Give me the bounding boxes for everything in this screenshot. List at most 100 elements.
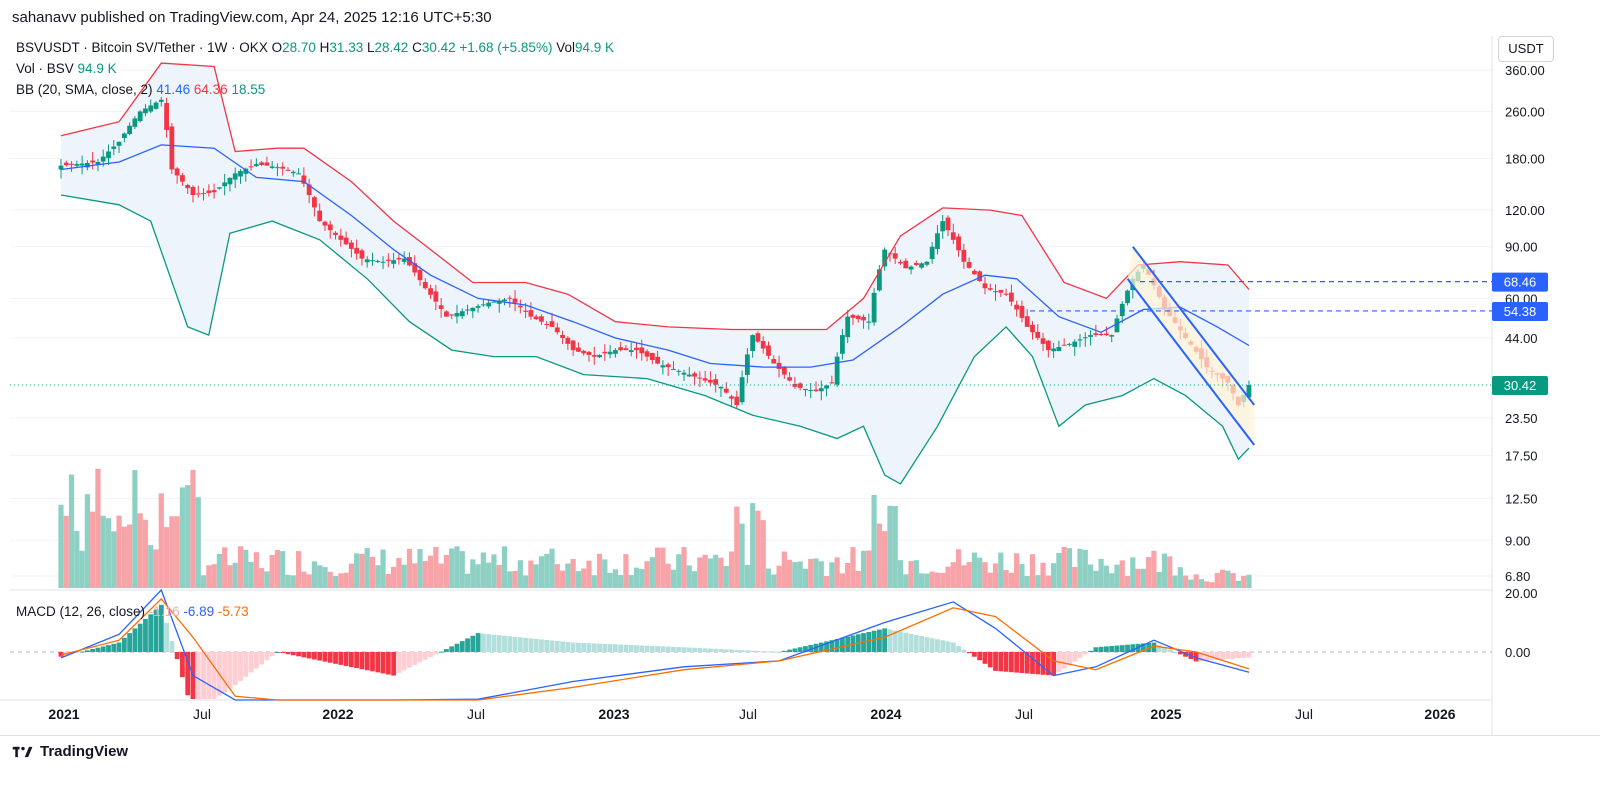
volume-bar <box>1056 553 1062 588</box>
volume-bar <box>987 572 993 588</box>
volume-bar <box>596 553 603 588</box>
macd-histogram-bar <box>871 630 877 652</box>
macd-histogram-bar <box>781 650 787 652</box>
volume-bar <box>317 565 323 588</box>
candle-body <box>1098 333 1104 336</box>
volume-bar <box>834 557 840 588</box>
symbol-legend[interactable]: BSVUSDT · Bitcoin SV/Tether · 1W · OKX O… <box>16 40 614 55</box>
macd-legend[interactable]: MACD (12, 26, close) -1.16 -6.89 -5.73 <box>16 604 249 619</box>
volume-legend[interactable]: Vol · BSV 94.9 K <box>16 61 117 76</box>
volume-bar <box>538 556 545 588</box>
candle-body <box>375 260 381 262</box>
volume-bar <box>243 549 249 588</box>
volume-bar <box>876 523 882 588</box>
volume-bar <box>855 570 861 588</box>
candle-body <box>924 261 930 265</box>
volume-bar <box>919 573 925 588</box>
candle-body <box>206 190 212 193</box>
candle-body <box>1061 344 1067 346</box>
macd-histogram-bar <box>623 644 629 652</box>
volume-bar <box>728 551 735 588</box>
volume-bar <box>1051 563 1057 588</box>
volume-bar <box>132 470 138 588</box>
macd-histogram-bar <box>148 614 154 652</box>
macd-histogram-bar <box>1093 647 1099 652</box>
candle-body <box>164 103 169 130</box>
bollinger-lower-value: 18.55 <box>231 82 266 97</box>
bollinger-legend[interactable]: BB (20, SMA, close, 2) 41.46 64.36 18.55 <box>16 82 265 97</box>
tradingview-logo[interactable]: TradingView <box>12 743 128 760</box>
candle-body <box>871 292 877 323</box>
macd-histogram-bar <box>100 646 106 652</box>
candle-body <box>285 169 291 171</box>
high-value: 31.33 <box>329 40 364 55</box>
volume-bar <box>992 563 999 588</box>
time-tick-label: 2024 <box>870 706 901 722</box>
volume-bar <box>280 551 286 588</box>
candle-body <box>259 162 265 165</box>
candle-body <box>549 321 555 327</box>
candle-body <box>1008 292 1014 302</box>
macd-line-value: -6.89 <box>183 604 215 619</box>
volume-bar <box>823 575 830 588</box>
volume-bar <box>528 560 534 588</box>
macd-histogram-bar <box>354 652 360 669</box>
macd-histogram-bar <box>84 650 90 652</box>
volume-bar <box>739 523 745 588</box>
volume-bar <box>771 574 777 588</box>
bollinger-label: BB (20, SMA, close, 2) <box>16 82 153 97</box>
macd-histogram-bar <box>892 630 898 652</box>
candle-body <box>491 301 497 303</box>
currency-unit-button[interactable]: USDT <box>1498 36 1554 62</box>
candle-body <box>248 166 254 168</box>
macd-histogram-bar <box>729 649 734 652</box>
volume-bar <box>306 574 312 588</box>
candle-body <box>1109 335 1115 337</box>
macd-histogram-bar <box>840 637 845 652</box>
volume-bar <box>385 573 391 588</box>
candle-body <box>634 347 639 351</box>
macd-histogram-bar <box>982 652 988 664</box>
candle-body <box>935 233 940 250</box>
candle-body <box>972 270 977 275</box>
macd-histogram-bar <box>1172 652 1178 653</box>
volume-bar <box>860 550 867 588</box>
candle-body <box>327 224 333 231</box>
macd-histogram-bar <box>565 642 571 652</box>
macd-histogram-bar <box>380 652 386 674</box>
volume-bar <box>697 557 703 588</box>
macd-histogram-bar <box>512 636 518 652</box>
macd-histogram-bar <box>195 652 201 699</box>
price-tick-label: 44.00 <box>1505 331 1538 346</box>
volume-bar <box>1082 549 1088 588</box>
volume-bar <box>908 561 914 588</box>
candle-body <box>116 141 122 146</box>
macd-histogram-bar <box>111 643 117 652</box>
macd-histogram-bar <box>808 644 814 652</box>
candle-body <box>834 356 840 385</box>
candle-body <box>744 354 750 375</box>
macd-histogram-bar <box>174 652 180 660</box>
bollinger-lower-line <box>60 194 1250 485</box>
macd-histogram-bar <box>554 640 560 652</box>
volume-bar <box>940 572 946 588</box>
volume-bar <box>792 562 798 588</box>
volume-bar <box>665 563 671 588</box>
macd-histogram-bar <box>961 649 967 652</box>
macd-histogram-bar <box>1125 644 1130 652</box>
volume-bar <box>1045 575 1051 588</box>
volume-bar <box>206 565 212 588</box>
macd-histogram-bar <box>692 647 697 652</box>
macd-histogram-bar <box>660 646 666 652</box>
macd-histogram-bar <box>898 631 903 652</box>
volume-bar <box>253 552 259 588</box>
volume-bar <box>1040 562 1046 588</box>
candle-body <box>723 388 729 393</box>
candle-body <box>913 263 919 265</box>
macd-histogram-bar <box>1130 644 1136 652</box>
candle-body <box>137 111 143 121</box>
candle-body <box>607 351 613 355</box>
macd-histogram-bar <box>459 641 465 652</box>
macd-histogram-bar <box>723 649 729 652</box>
